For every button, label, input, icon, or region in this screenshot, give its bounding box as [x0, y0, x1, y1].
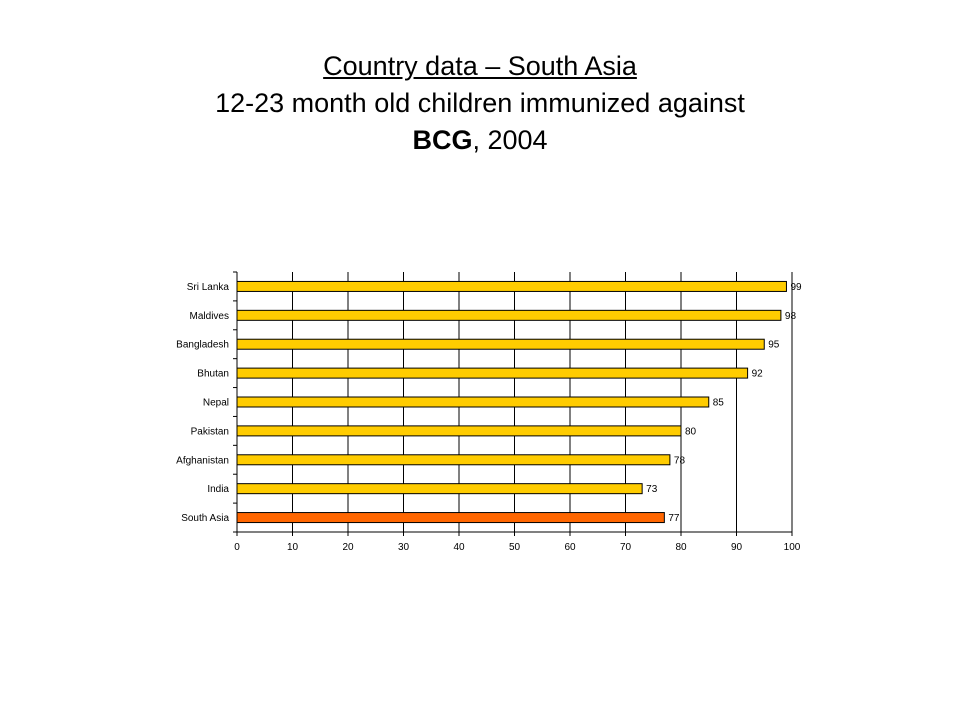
bar-south-asia: [236, 512, 665, 524]
data-label-bangladesh: 95: [768, 340, 780, 351]
x-tick-label-10: 10: [287, 542, 299, 553]
x-tick-label-100: 100: [784, 542, 801, 553]
category-label-south-asia: South Asia: [181, 513, 229, 524]
title-bcg: BCG: [412, 125, 473, 155]
category-label-afghanistan: Afghanistan: [176, 455, 229, 466]
data-label-india: 73: [646, 484, 658, 495]
data-label-south-asia: 77: [668, 513, 680, 524]
bar-india: [236, 483, 643, 495]
title-line-1: Country data – South Asia: [323, 51, 637, 81]
x-tick-label-30: 30: [398, 542, 410, 553]
data-label-pakistan: 80: [685, 426, 697, 437]
bar-sri-lanka: [236, 280, 787, 292]
title-line-3: BCG, 2004: [0, 122, 960, 159]
x-tick-label-0: 0: [234, 542, 240, 553]
category-label-bangladesh: Bangladesh: [176, 340, 229, 351]
bar-afghanistan: [236, 454, 671, 466]
category-label-bhutan: Bhutan: [197, 369, 229, 380]
bar-maldives: [236, 309, 782, 321]
category-label-india: India: [207, 484, 229, 495]
x-tick-label-70: 70: [620, 542, 632, 553]
chart-title: Country data – South Asia 12-23 month ol…: [0, 48, 960, 159]
bar-bhutan: [236, 367, 749, 379]
bar-bangladesh: [236, 338, 765, 350]
category-label-sri-lanka: Sri Lanka: [187, 282, 230, 293]
data-label-maldives: 98: [785, 311, 797, 322]
bar-pakistan: [236, 425, 682, 437]
x-tick-label-40: 40: [453, 542, 465, 553]
title-year: , 2004: [472, 125, 548, 155]
category-label-maldives: Maldives: [190, 311, 229, 322]
x-tick-label-20: 20: [342, 542, 354, 553]
x-tick-label-60: 60: [564, 542, 576, 553]
data-label-sri-lanka: 99: [790, 282, 802, 293]
category-label-nepal: Nepal: [203, 398, 229, 409]
data-label-nepal: 85: [713, 398, 725, 409]
bar-nepal: [236, 396, 710, 408]
title-line-2: 12-23 month old children immunized again…: [215, 88, 745, 118]
x-tick-label-90: 90: [731, 542, 743, 553]
data-label-bhutan: 92: [752, 369, 764, 380]
x-tick-label-50: 50: [509, 542, 521, 553]
category-label-pakistan: Pakistan: [191, 426, 229, 437]
data-label-afghanistan: 78: [674, 455, 686, 466]
x-tick-label-80: 80: [675, 542, 687, 553]
